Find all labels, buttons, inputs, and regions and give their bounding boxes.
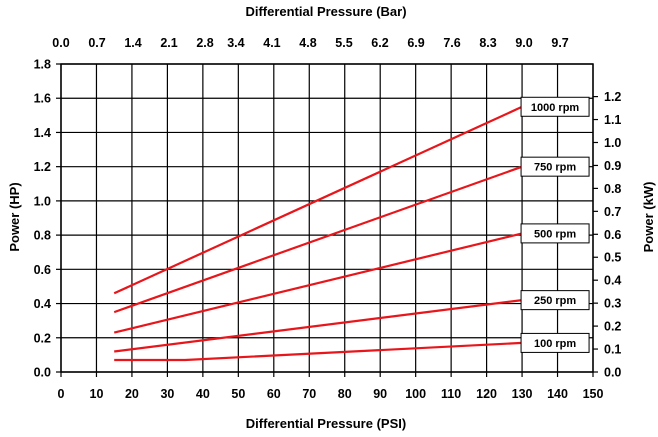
x2-tick-label: 7.6 — [443, 36, 460, 50]
x-tick-label: 90 — [373, 387, 387, 401]
series-label-box — [520, 223, 590, 244]
series-line — [113, 165, 523, 314]
x-tick-label: 50 — [231, 387, 245, 401]
y2-tick-label: 1.1 — [604, 113, 621, 127]
x2-tick-label: 0.7 — [88, 36, 105, 50]
y2-tick-label: 0.0 — [604, 366, 621, 380]
y2-tick-label: 0.4 — [604, 274, 621, 288]
y2-tick-label: 1.2 — [604, 90, 621, 104]
x2-tick-label: 9.0 — [515, 36, 532, 50]
x2-tick-label: 2.1 — [160, 36, 177, 50]
series-label: 1000 rpm — [531, 102, 580, 114]
y-tick-label: 1.8 — [34, 58, 51, 72]
x2-tick-label: 2.8 — [196, 36, 213, 50]
x2-tick-label: 3.4 — [227, 36, 244, 50]
x-tick-label: 120 — [476, 387, 497, 401]
series-label: 750 rpm — [534, 162, 576, 174]
y2-tick-label: 0.7 — [604, 205, 621, 219]
y2-axis-ticks: 0.0 0.1 0.2 0.3 0.4 0.5 0.6 0.7 0.8 0.9 1.0 1.1 1.2 — [593, 90, 621, 380]
series-label-box — [520, 96, 590, 117]
x-axis-title: Differential Pressure (PSI) — [246, 416, 406, 431]
x-tick-label: 20 — [125, 387, 139, 401]
series-label: 100 rpm — [534, 338, 576, 350]
x2-tick-label: 6.9 — [407, 36, 424, 50]
series-labels: 1000 rpm 750 rpm 500 rpm 250 rpm 100 rpm — [520, 96, 590, 353]
series-label-box — [520, 332, 590, 353]
x-tick-label: 60 — [267, 387, 281, 401]
x2-axis-ticks: 0.0 0.7 1.4 2.1 2.8 3.4 4.1 4.8 5.5 6.2 6.9 7.6 8.3 9… — [52, 36, 568, 50]
y2-tick-label: 0.9 — [604, 159, 621, 173]
y2-tick-label: 0.3 — [604, 297, 621, 311]
series-line — [113, 105, 523, 295]
x-tick-label: 130 — [512, 387, 533, 401]
y2-tick-label: 0.8 — [604, 182, 621, 196]
series-line — [114, 341, 523, 362]
series-label: 250 rpm — [534, 295, 576, 307]
series-lines — [113, 105, 523, 362]
y-tick-label: 1.6 — [34, 92, 51, 106]
x2-tick-label: 8.3 — [479, 36, 496, 50]
x-tick-label: 40 — [196, 387, 210, 401]
x-axis-ticks: 0 10 20 30 40 50 60 70 80 90 100 110 120 130 140 150 — [58, 372, 604, 401]
x-tick-label: 30 — [160, 387, 174, 401]
x2-tick-label: 4.1 — [263, 36, 280, 50]
y2-tick-label: 0.6 — [604, 228, 621, 242]
plot-border — [60, 63, 594, 373]
x2-tick-label: 6.2 — [371, 36, 388, 50]
y-tick-label: 0.8 — [34, 229, 51, 243]
series-line — [114, 299, 523, 353]
x2-tick-label: 5.5 — [335, 36, 352, 50]
plot-frame — [60, 63, 594, 373]
y-tick-label: 0.2 — [34, 331, 51, 345]
x-tick-label: 100 — [405, 387, 426, 401]
x-tick-label: 110 — [441, 387, 461, 401]
x-tick-label: 0 — [58, 387, 65, 401]
x2-tick-label: 9.7 — [551, 36, 568, 50]
x-tick-label: 150 — [583, 387, 604, 401]
x2-axis-title: Differential Pressure (Bar) — [245, 4, 406, 19]
x2-tick-label: 1.4 — [124, 36, 141, 50]
y2-tick-label: 0.5 — [604, 251, 621, 265]
series-label: 500 rpm — [534, 228, 576, 240]
y2-tick-label: 0.1 — [604, 343, 621, 357]
grid-lines — [60, 63, 594, 373]
series-label-box — [520, 156, 590, 177]
y-axis-ticks: 0.0 0.2 0.4 0.6 0.8 1.0 1.2 1.4 1.6 1.8 — [34, 58, 61, 380]
x2-tick-label: 0.0 — [52, 36, 69, 50]
y-tick-label: 1.4 — [34, 126, 51, 140]
y-tick-label: 1.2 — [34, 160, 51, 174]
x-tick-label: 70 — [302, 387, 316, 401]
series-label-box — [520, 290, 590, 311]
y2-tick-label: 1.0 — [604, 136, 621, 150]
y-axis-title: Power (HP) — [7, 182, 22, 251]
series-line — [113, 232, 523, 334]
x-tick-label: 10 — [90, 387, 104, 401]
x-tick-label: 140 — [547, 387, 568, 401]
x-tick-label: 80 — [338, 387, 352, 401]
y-tick-label: 0.4 — [34, 297, 51, 311]
x2-tick-label: 4.8 — [299, 36, 316, 50]
y-tick-label: 0.6 — [34, 263, 51, 277]
y2-axis-title: Power (kW) — [641, 182, 656, 253]
y2-tick-label: 0.2 — [604, 320, 621, 334]
y-tick-label: 1.0 — [34, 194, 51, 208]
y-tick-label: 0.0 — [34, 366, 51, 380]
